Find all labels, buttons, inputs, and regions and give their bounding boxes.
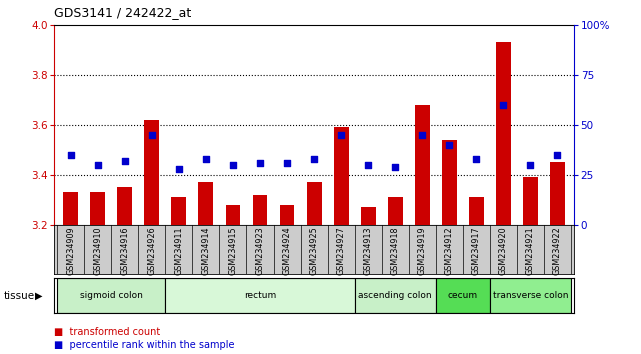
Text: GSM234921: GSM234921 xyxy=(526,226,535,275)
Point xyxy=(201,156,211,162)
Bar xyxy=(334,127,349,225)
Text: GSM234919: GSM234919 xyxy=(418,226,427,275)
Point xyxy=(363,162,373,168)
Point xyxy=(498,102,508,108)
Text: GSM234922: GSM234922 xyxy=(553,226,562,275)
Text: ▶: ▶ xyxy=(35,291,43,301)
Bar xyxy=(144,120,159,225)
Text: GSM234924: GSM234924 xyxy=(283,226,292,275)
Text: GSM234917: GSM234917 xyxy=(472,226,481,275)
Bar xyxy=(354,278,436,313)
Point xyxy=(255,160,265,166)
Text: GSM234912: GSM234912 xyxy=(445,226,454,275)
Text: sigmoid colon: sigmoid colon xyxy=(80,291,143,300)
Text: GSM234915: GSM234915 xyxy=(228,226,237,275)
Point xyxy=(444,142,454,148)
Text: GDS3141 / 242422_at: GDS3141 / 242422_at xyxy=(54,6,192,19)
Point xyxy=(228,162,238,168)
Text: GSM234918: GSM234918 xyxy=(391,226,400,275)
Point xyxy=(417,132,428,138)
Bar xyxy=(279,205,294,225)
Text: ascending colon: ascending colon xyxy=(358,291,432,300)
Point xyxy=(120,158,130,164)
Bar xyxy=(490,278,571,313)
Bar xyxy=(442,140,457,225)
Text: transverse colon: transverse colon xyxy=(493,291,568,300)
Point xyxy=(471,156,481,162)
Point xyxy=(336,132,346,138)
Bar xyxy=(63,192,78,225)
Text: GSM234911: GSM234911 xyxy=(174,226,183,275)
Bar xyxy=(415,105,429,225)
Text: GSM234910: GSM234910 xyxy=(93,226,103,275)
Bar xyxy=(171,197,187,225)
Text: GSM234913: GSM234913 xyxy=(363,226,372,275)
Text: GSM234923: GSM234923 xyxy=(256,226,265,275)
Point xyxy=(282,160,292,166)
Text: cecum: cecum xyxy=(448,291,478,300)
Text: GSM234916: GSM234916 xyxy=(121,226,129,275)
Bar xyxy=(523,177,538,225)
Text: GSM234925: GSM234925 xyxy=(310,226,319,275)
Point xyxy=(174,166,184,172)
Text: GSM234909: GSM234909 xyxy=(66,226,75,275)
Point xyxy=(390,164,401,170)
Bar xyxy=(90,192,105,225)
Text: GSM234914: GSM234914 xyxy=(201,226,210,275)
Text: tissue: tissue xyxy=(3,291,35,301)
Bar xyxy=(469,197,484,225)
Bar xyxy=(388,197,403,225)
Text: GSM234926: GSM234926 xyxy=(147,226,156,275)
Bar xyxy=(226,205,240,225)
Text: ■  percentile rank within the sample: ■ percentile rank within the sample xyxy=(54,341,235,350)
Bar xyxy=(306,182,322,225)
Point xyxy=(526,162,536,168)
Bar xyxy=(57,278,165,313)
Text: GSM234920: GSM234920 xyxy=(499,226,508,275)
Text: rectum: rectum xyxy=(244,291,276,300)
Bar xyxy=(253,195,267,225)
Bar xyxy=(117,187,132,225)
Bar xyxy=(361,207,376,225)
Point xyxy=(93,162,103,168)
Bar xyxy=(550,162,565,225)
Bar xyxy=(165,278,354,313)
Point xyxy=(553,152,563,158)
Bar xyxy=(436,278,490,313)
Bar xyxy=(496,42,511,225)
Point xyxy=(147,132,157,138)
Point xyxy=(309,156,319,162)
Point xyxy=(65,152,76,158)
Bar xyxy=(199,182,213,225)
Text: ■  transformed count: ■ transformed count xyxy=(54,327,161,337)
Text: GSM234927: GSM234927 xyxy=(337,226,345,275)
